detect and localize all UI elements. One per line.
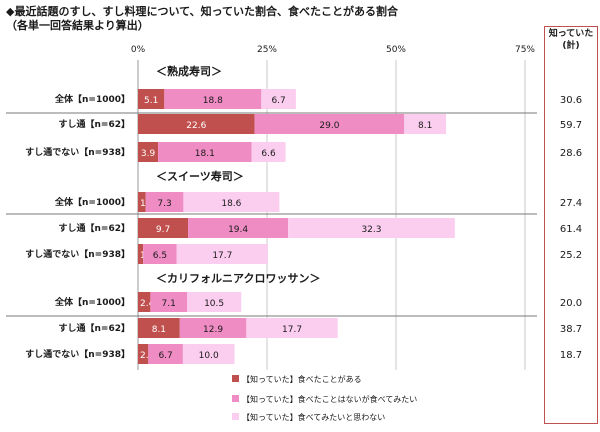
bar-segment bbox=[138, 244, 144, 264]
total-value: 59.7 bbox=[560, 120, 582, 131]
group-label: ＜熟成寿司＞ bbox=[156, 64, 222, 78]
bar-segment bbox=[176, 244, 269, 264]
row-label: 全体【n=1000】 bbox=[54, 93, 130, 105]
data-label: 6.7 bbox=[158, 351, 172, 361]
data-label: 22.6 bbox=[186, 121, 206, 131]
bar-segment bbox=[182, 344, 235, 364]
data-label: 10.5 bbox=[204, 299, 224, 309]
bar-segment bbox=[145, 192, 184, 212]
row-label: すし通でない【n=938】 bbox=[25, 146, 130, 158]
bar-segment bbox=[150, 292, 188, 312]
total-value: 20.0 bbox=[560, 298, 582, 309]
bar-segment bbox=[143, 244, 177, 264]
bar-segment bbox=[179, 318, 247, 338]
row-label: すし通【n=62】 bbox=[59, 222, 130, 234]
chart-subtitle: （各単一回答結果より算出） bbox=[6, 19, 149, 32]
data-label: 19.4 bbox=[228, 225, 248, 235]
x-tick-label: 50% bbox=[386, 45, 406, 55]
x-tick-label: 0% bbox=[131, 45, 146, 55]
legend-label: 【知っていた】食べたことはないが食べてみたい bbox=[242, 394, 417, 404]
data-label: 17.7 bbox=[282, 325, 302, 335]
data-label: 7.3 bbox=[157, 199, 171, 209]
bar-segment bbox=[183, 192, 280, 212]
bar-segment bbox=[261, 89, 296, 109]
data-label: 2.4 bbox=[140, 299, 155, 309]
bar-segment bbox=[188, 218, 289, 238]
data-label: 6.6 bbox=[261, 149, 276, 159]
bar-segment bbox=[246, 318, 338, 338]
data-label: 29.0 bbox=[319, 121, 339, 131]
data-label: 2.0 bbox=[140, 351, 155, 361]
bar-segment bbox=[254, 114, 405, 134]
data-label: 8.1 bbox=[418, 121, 432, 131]
legend-label: 【知っていた】食べてみたいと思わない bbox=[242, 412, 385, 422]
row-label: 全体【n=1000】 bbox=[54, 296, 130, 308]
bar-segment bbox=[138, 344, 149, 364]
bar-segment bbox=[251, 142, 286, 162]
total-header-line-2: (計) bbox=[562, 41, 580, 51]
x-tick-label: 25% bbox=[257, 45, 277, 55]
data-label: 6.5 bbox=[153, 251, 167, 261]
total-value: 61.4 bbox=[560, 224, 582, 235]
total-value: 18.7 bbox=[560, 350, 582, 361]
row-label: すし通【n=62】 bbox=[59, 118, 130, 130]
row-label: すし通でない【n=938】 bbox=[25, 348, 130, 360]
data-label: 18.6 bbox=[221, 199, 241, 209]
bar-segment bbox=[164, 89, 262, 109]
data-label: 18.1 bbox=[195, 149, 215, 159]
legend-swatch bbox=[232, 395, 239, 402]
total-value: 27.4 bbox=[560, 198, 582, 209]
data-label: 18.8 bbox=[203, 96, 223, 106]
data-label: 7.1 bbox=[162, 299, 176, 309]
bar-segment bbox=[187, 292, 242, 312]
total-value: 30.6 bbox=[560, 95, 582, 106]
data-label: 10.0 bbox=[199, 351, 219, 361]
bar-segment bbox=[138, 114, 255, 134]
row-label: すし通【n=62】 bbox=[59, 322, 130, 334]
total-header-line-1: 知っていた bbox=[548, 29, 594, 39]
bar-segment bbox=[404, 114, 447, 134]
bar-segment bbox=[158, 142, 252, 162]
total-value: 38.7 bbox=[560, 324, 582, 335]
data-label: 8.1 bbox=[152, 325, 166, 335]
bar-segment bbox=[138, 192, 146, 212]
row-label: 全体【n=1000】 bbox=[54, 196, 130, 208]
bar-segment bbox=[138, 218, 189, 238]
bar-segment bbox=[148, 344, 183, 364]
bar-segment bbox=[138, 89, 165, 109]
bar-segment bbox=[288, 218, 455, 238]
data-label: 17.7 bbox=[212, 251, 232, 261]
data-label: 32.3 bbox=[361, 225, 381, 235]
total-value: 25.2 bbox=[560, 250, 582, 261]
total-column-header: 知っていた (計) bbox=[544, 28, 598, 52]
total-column-box bbox=[544, 26, 598, 424]
legend-label: 【知っていた】食べたことがある bbox=[242, 374, 362, 384]
legend-swatch bbox=[232, 413, 239, 420]
bar-segment bbox=[138, 292, 151, 312]
data-label: 9.7 bbox=[156, 225, 170, 235]
x-tick-label: 75% bbox=[515, 45, 535, 55]
chart-title: ◆最近話題のすし、すし料理について、知っていた割合、食べたことがある割合 bbox=[6, 5, 399, 18]
data-label: 12.9 bbox=[203, 325, 223, 335]
total-value: 28.6 bbox=[560, 148, 582, 159]
data-label: 3.9 bbox=[141, 149, 156, 159]
data-label: 6.7 bbox=[271, 96, 285, 106]
row-label: すし通でない【n=938】 bbox=[25, 248, 130, 260]
bar-segment bbox=[138, 142, 159, 162]
legend-swatch bbox=[232, 375, 239, 382]
group-label: ＜カリフォルニアクロワッサン＞ bbox=[156, 272, 320, 285]
bar-segment bbox=[138, 318, 180, 338]
data-label: 5.1 bbox=[144, 96, 158, 106]
group-label: ＜スイーツ寿司＞ bbox=[156, 169, 244, 183]
